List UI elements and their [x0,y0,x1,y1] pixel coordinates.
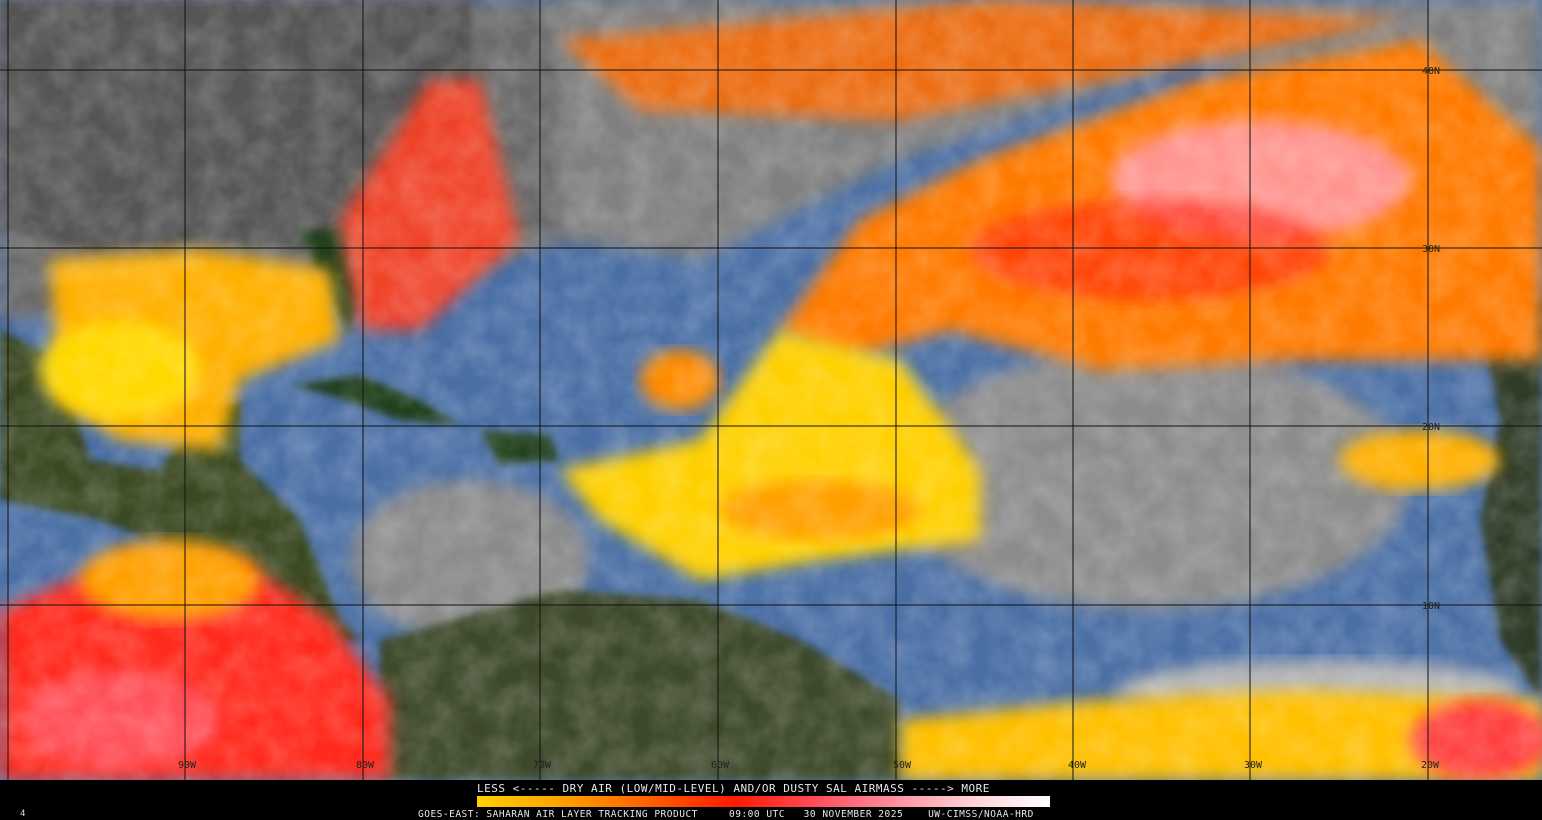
legend-bar: LESS <----- DRY AIR (LOW/MID-LEVEL) AND/… [0,780,1542,820]
corner-mark: 4 [20,809,26,819]
lon-label: 40W [1068,760,1087,771]
lon-label: 30W [1244,760,1263,771]
lon-label: 60W [711,760,730,771]
lat-label: 20N [1422,422,1440,433]
credit-label: UW-CIMSS/NOAA-HRD [928,809,1034,820]
lat-label: 10N [1422,601,1440,612]
lat-label: 40N [1422,66,1440,77]
lon-label: 70W [533,760,552,771]
lon-label: 90W [178,760,197,771]
date-label: 30 NOVEMBER 2025 [803,809,904,820]
product-name: GOES-EAST: SAHARAN AIR LAYER TRACKING PR… [418,809,698,820]
satellite-map: 90W 80W 70W 60W 50W 40W 30W 20W 40N 30N … [0,0,1542,780]
lon-label: 50W [893,760,912,771]
lon-label: 80W [356,760,375,771]
cloud-texture [0,0,1542,780]
lon-label: 20W [1421,760,1440,771]
product-footer: GOES-EAST: SAHARAN AIR LAYER TRACKING PR… [418,809,1034,820]
lat-label: 30N [1422,244,1440,255]
grid-labels: 90W 80W 70W 60W 50W 40W 30W 20W 40N 30N … [178,66,1440,771]
lat-lon-grid [0,0,1542,780]
legend-title: LESS <----- DRY AIR (LOW/MID-LEVEL) AND/… [477,782,990,795]
time-label: 09:00 UTC [729,809,785,820]
color-scale-bar [477,796,1050,807]
